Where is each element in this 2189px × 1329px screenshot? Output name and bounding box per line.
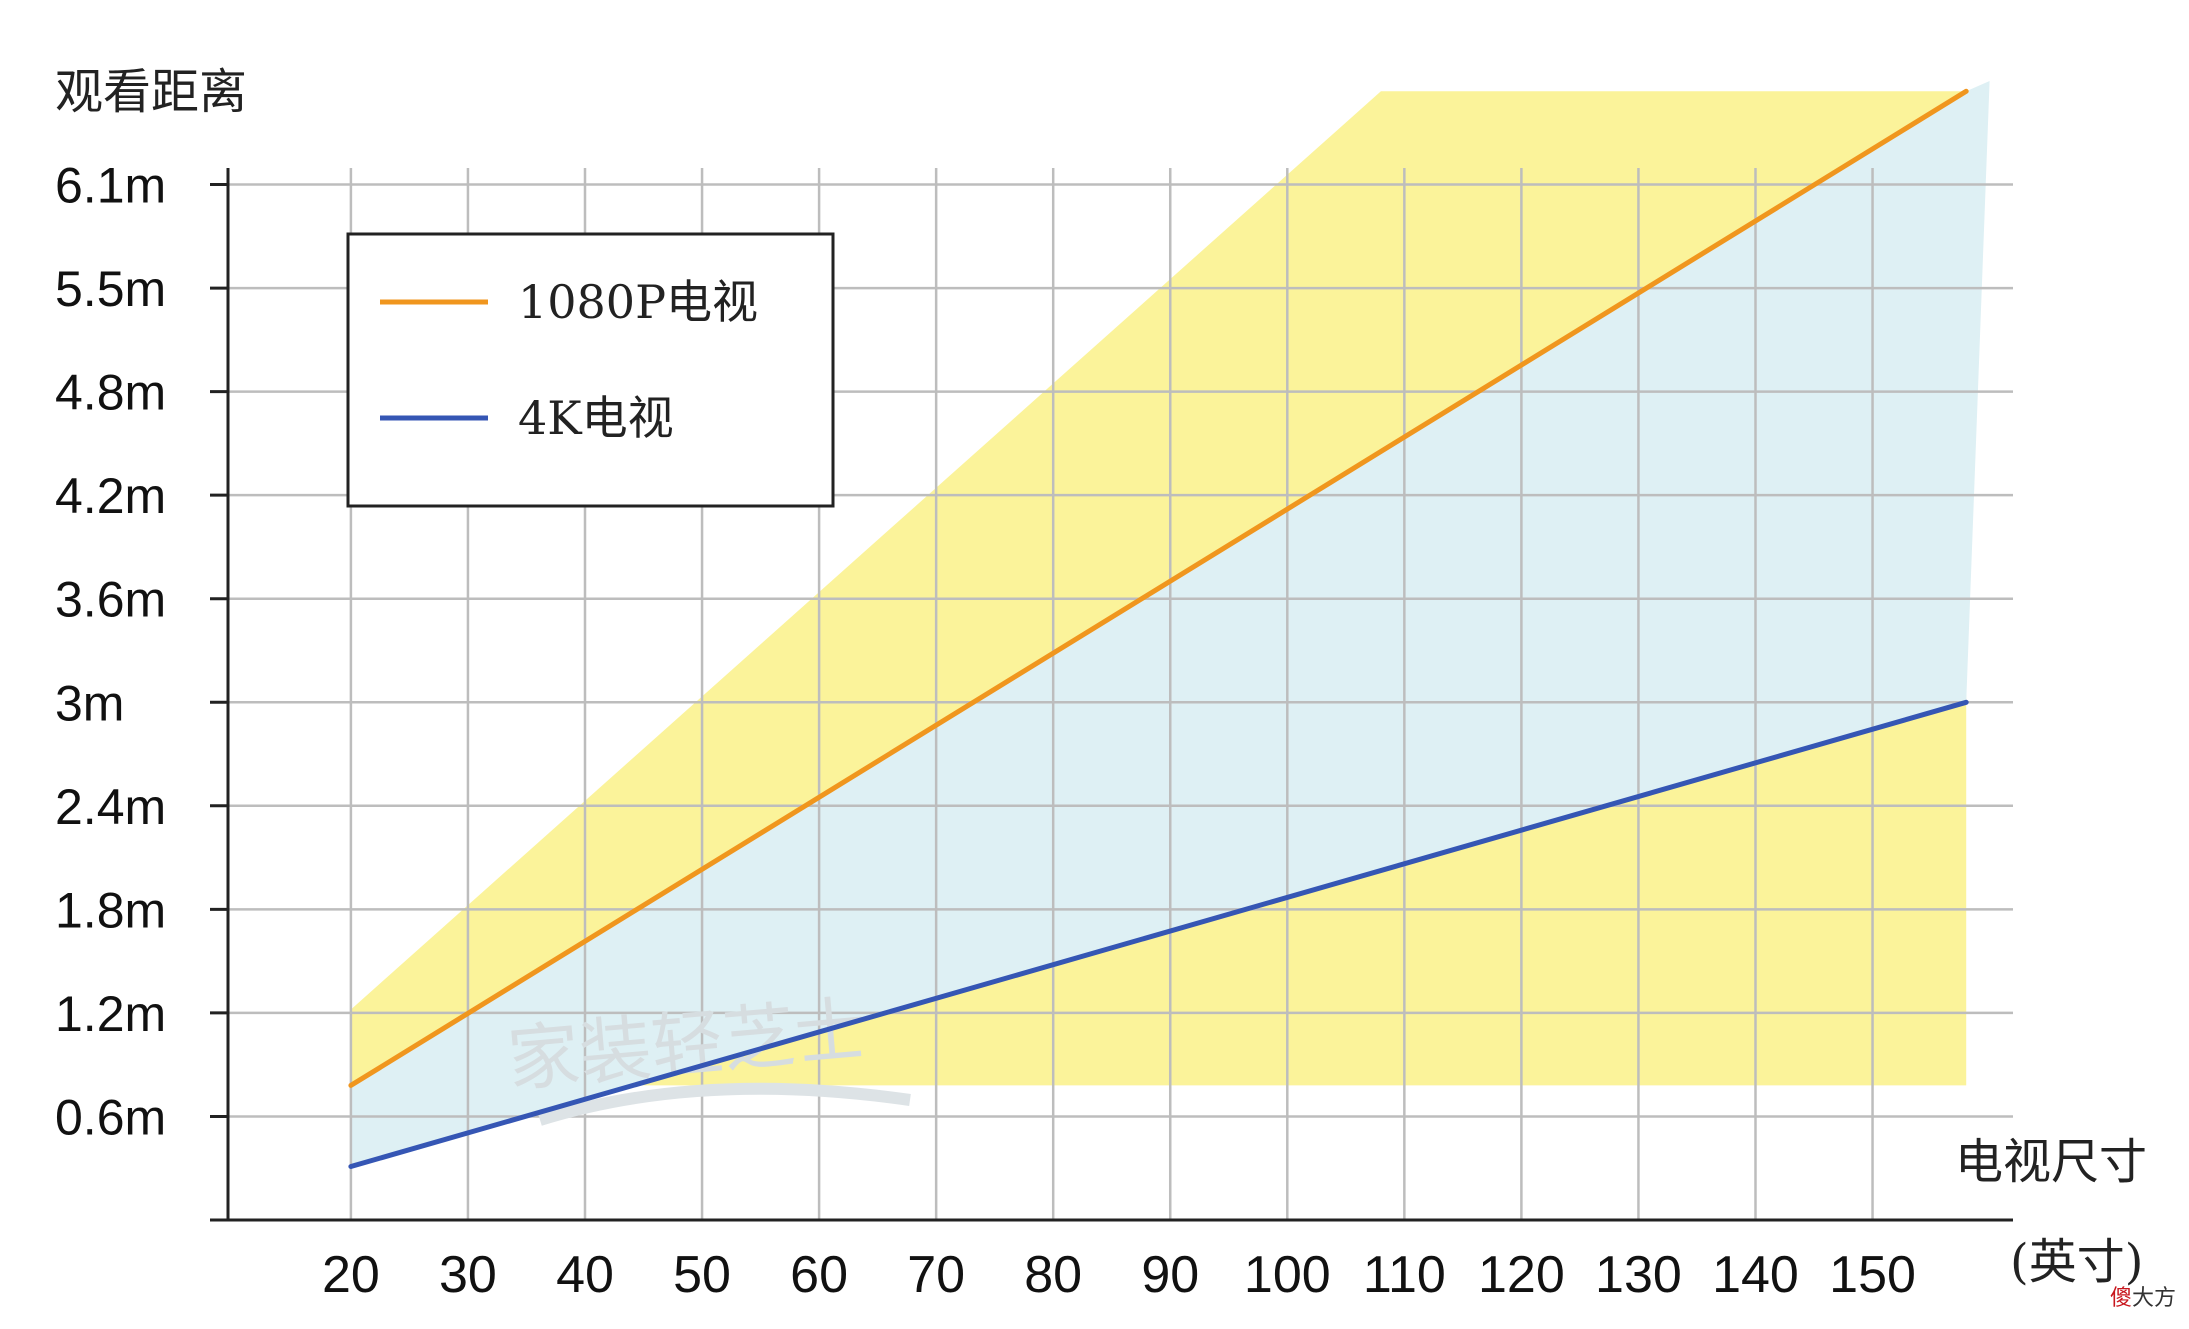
y-tick-label-0: 0.6m [55,1089,166,1145]
x-tick-labels: 20 30 40 50 60 70 80 90 100 110 120 130 140 150 [322,1246,1916,1304]
series-lines [348,88,1969,1169]
x-axis-title: 电视尺寸 [1955,1134,2147,1190]
x-tick-label-50: 50 [673,1246,731,1304]
x-tick-label-120: 120 [1478,1246,1565,1304]
y-tick-label-9: 6.1m [55,158,166,214]
x-tick-label-60: 60 [790,1246,848,1304]
x-tick-label-130: 130 [1595,1246,1682,1304]
x-tick-label-20: 20 [322,1246,380,1304]
legend-box [346,232,835,508]
brand-mark: 傻大方 [2110,1286,2176,1311]
x-tick-label-70: 70 [907,1246,965,1304]
x-tick-label-80: 80 [1024,1246,1082,1304]
x-tick-label-150: 150 [1829,1246,1916,1304]
x-tick-label-110: 110 [1363,1246,1446,1304]
y-tick-label-8: 5.5m [55,261,166,317]
y-tick-label-7: 4.8m [55,365,166,421]
legend-label-1080p: 1080P电视 [518,275,758,329]
legend: 1080P电视 4K电视 [346,232,835,508]
y-tick-label-1: 1.2m [55,986,166,1042]
series-line-1 [348,699,1969,1169]
x-tick-label-30: 30 [439,1246,497,1304]
legend-label-4k: 4K电视 [518,391,674,445]
watermark-swoosh [538,1082,911,1126]
x-tick-label-100: 100 [1244,1246,1331,1304]
y-axis-title: 观看距离 [55,64,247,120]
x-tick-label-90: 90 [1141,1246,1199,1304]
series-line-0 [348,88,1969,1088]
axes [210,168,2013,1222]
y-tick-label-5: 3.6m [55,572,166,628]
y-tick-label-4: 3m [55,675,124,731]
x-tick-label-140: 140 [1712,1246,1799,1304]
y-tick-label-6: 4.2m [55,468,166,524]
y-tick-labels: 0.6m 1.2m 1.8m 2.4m 3m 3.6m 4.2m 4.8m 5.5m 6.1m [55,158,166,1146]
y-tick-label-2: 1.8m [55,882,166,938]
x-axis-unit: (英寸) [2010,1234,2143,1290]
x-tick-label-40: 40 [556,1246,614,1304]
y-tick-label-3: 2.4m [55,779,166,835]
